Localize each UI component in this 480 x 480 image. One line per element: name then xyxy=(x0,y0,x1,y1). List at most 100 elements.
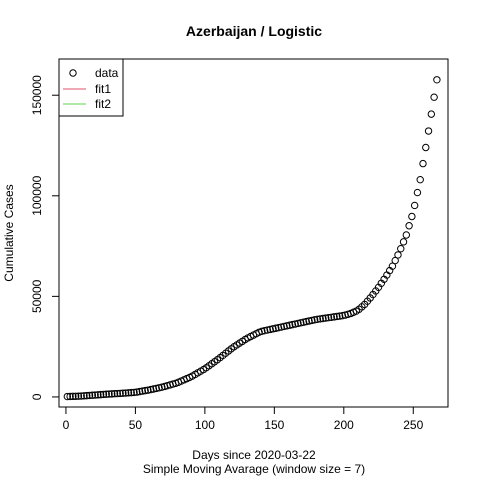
x-tick-label: 50 xyxy=(129,418,143,432)
data-point xyxy=(313,315,322,323)
data-point xyxy=(433,76,441,84)
data-point xyxy=(269,325,277,333)
data-point xyxy=(124,389,133,397)
data-point xyxy=(88,391,97,399)
data-point xyxy=(324,313,333,322)
data-point xyxy=(263,326,272,334)
data-point xyxy=(277,323,285,331)
x-tick-label: 150 xyxy=(264,418,284,432)
data-point xyxy=(394,251,402,259)
data-point xyxy=(91,391,99,399)
data-point xyxy=(266,325,274,334)
data-point xyxy=(327,313,335,321)
data-point xyxy=(316,315,324,323)
data-point xyxy=(410,201,419,210)
data-point xyxy=(144,386,152,394)
data-point xyxy=(291,320,299,328)
data-point xyxy=(258,327,266,335)
data-point xyxy=(260,326,269,335)
y-tick-label: 150000 xyxy=(30,75,44,115)
data-point xyxy=(113,389,122,398)
data-point xyxy=(149,385,158,393)
data-point xyxy=(308,316,316,325)
x-tick-label: 100 xyxy=(195,418,215,432)
data-point xyxy=(80,392,88,400)
data-point xyxy=(283,322,291,330)
data-point xyxy=(288,320,297,329)
y-axis-label: Cumulative Cases xyxy=(2,184,16,281)
x-tick-label: 250 xyxy=(403,418,423,432)
data-point xyxy=(333,312,341,321)
data-point xyxy=(158,383,166,391)
data-point xyxy=(305,317,313,325)
data-point xyxy=(419,159,427,168)
data-point xyxy=(105,390,113,398)
data-point xyxy=(405,222,413,230)
data-point xyxy=(402,231,411,239)
data-point xyxy=(413,188,422,197)
chart-title: Azerbaijan / Logistic xyxy=(186,23,322,39)
data-point xyxy=(330,313,338,321)
data-point xyxy=(302,317,310,326)
data-point xyxy=(121,389,130,397)
data-point xyxy=(285,321,294,329)
data-point xyxy=(335,312,344,320)
data-point xyxy=(280,322,288,331)
x-tick-label: 200 xyxy=(334,418,354,432)
data-point xyxy=(77,392,85,400)
data-point xyxy=(297,319,305,327)
legend: data fit1 fit2 xyxy=(58,58,124,117)
data-point xyxy=(397,244,405,253)
data-point xyxy=(138,387,147,395)
x-axis-label: Days since 2020-03-22 xyxy=(192,448,316,462)
data-point xyxy=(274,323,283,332)
data-point xyxy=(152,384,160,393)
data-point xyxy=(141,386,149,395)
data-point xyxy=(116,389,124,398)
data-point xyxy=(110,390,119,398)
data-point xyxy=(96,390,105,399)
data-point xyxy=(430,93,438,101)
y-axis: 0 50000 100000 150000 xyxy=(30,75,60,400)
data-points xyxy=(63,76,441,401)
data-point xyxy=(133,388,141,396)
data-point xyxy=(408,212,416,221)
data-point xyxy=(322,314,330,322)
data-point xyxy=(71,392,80,400)
data-point xyxy=(422,143,430,152)
data-point xyxy=(102,390,110,398)
y-tick-label: 0 xyxy=(30,393,44,400)
x-axis: 0 50 100 150 200 250 xyxy=(63,406,424,432)
data-point xyxy=(319,314,327,323)
data-point xyxy=(94,391,102,399)
legend-box xyxy=(58,58,124,117)
y-tick-label: 100000 xyxy=(30,175,44,215)
data-point xyxy=(146,385,155,394)
data-point xyxy=(155,384,163,392)
data-point xyxy=(135,387,144,396)
y-tick-label: 50000 xyxy=(30,279,44,313)
data-point xyxy=(424,127,433,135)
x-tick-label: 0 xyxy=(63,418,70,432)
data-point xyxy=(99,390,108,399)
legend-data-marker xyxy=(69,69,77,77)
data-point xyxy=(108,390,116,398)
data-point xyxy=(299,318,308,326)
data-point xyxy=(66,392,74,401)
data-point xyxy=(119,389,127,397)
data-point xyxy=(399,238,408,246)
data-point xyxy=(427,110,436,118)
data-point xyxy=(83,391,91,400)
data-point xyxy=(310,316,319,324)
data-point xyxy=(338,311,347,320)
data-point xyxy=(127,388,135,397)
data-point xyxy=(272,324,280,332)
data-point xyxy=(85,391,94,400)
legend-fit1-label: fit1 xyxy=(95,82,111,96)
x-axis-sublabel: Simple Moving Avarage (window size = 7) xyxy=(143,462,365,476)
data-point xyxy=(130,388,138,397)
legend-data-label: data xyxy=(95,66,119,80)
data-point xyxy=(63,392,72,401)
legend-fit2-label: fit2 xyxy=(95,97,111,111)
